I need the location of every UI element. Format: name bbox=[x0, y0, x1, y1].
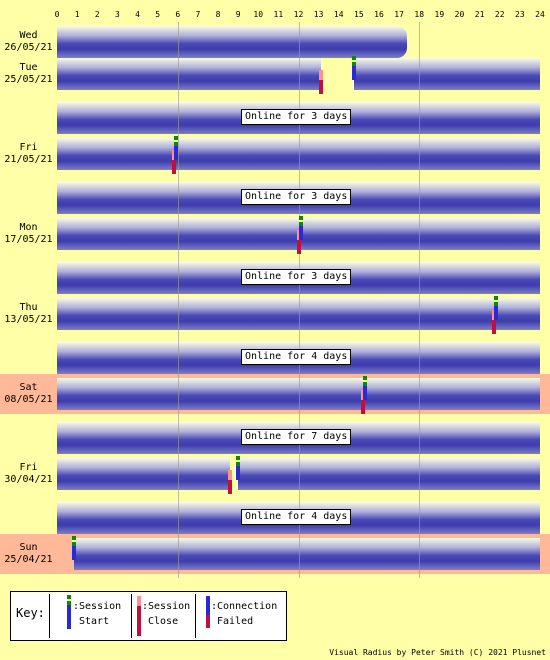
online-duration-label: Online for 3 days bbox=[241, 189, 352, 205]
hour-tick-23: 23 bbox=[515, 10, 525, 19]
day-name: Thu bbox=[19, 302, 38, 313]
gridline-18 bbox=[419, 22, 420, 578]
hour-axis: 0 1 2 3 4 5 6 7 8 9 10 11 12 13 14 15 16 17 18 19 20 21 22 23 24 bbox=[0, 0, 550, 22]
hour-tick-15: 15 bbox=[354, 10, 364, 19]
day-date: 08/05/21 bbox=[4, 394, 53, 405]
hour-tick-12: 12 bbox=[293, 10, 304, 19]
hour-tick-14: 14 bbox=[333, 10, 344, 19]
day-label: Mon 17/05/21 bbox=[0, 222, 57, 246]
key-session-start-l2: Start bbox=[79, 616, 110, 627]
hour-tick-20: 20 bbox=[454, 10, 465, 19]
hour-tick-1: 1 bbox=[74, 10, 80, 19]
session-bar bbox=[57, 218, 299, 250]
day-label: Tue 25/05/21 bbox=[0, 62, 57, 86]
hour-tick-5: 5 bbox=[155, 10, 161, 19]
day-label: Sun 25/04/21 bbox=[0, 542, 57, 566]
session-bar bbox=[57, 138, 174, 170]
hour-tick-17: 17 bbox=[394, 10, 404, 19]
hour-tick-2: 2 bbox=[94, 10, 100, 19]
hour-tick-10: 10 bbox=[253, 10, 264, 19]
key-session-start-l1: :Session bbox=[73, 601, 122, 612]
session-start-marker bbox=[298, 216, 303, 240]
online-duration-label: Online for 7 days bbox=[241, 429, 352, 445]
session-bar bbox=[495, 298, 540, 330]
hour-tick-11: 11 bbox=[273, 10, 284, 19]
day-name: Tue bbox=[19, 62, 38, 73]
session-start-marker bbox=[351, 56, 356, 80]
day-label: Fri 21/05/21 bbox=[0, 142, 57, 166]
session-close-marker bbox=[296, 230, 301, 254]
hour-tick-19: 19 bbox=[434, 10, 445, 19]
session-close-icon bbox=[137, 596, 141, 636]
session-bar bbox=[57, 26, 408, 58]
key-session-close-l2: Close bbox=[148, 616, 179, 627]
day-label: Sat 08/05/21 bbox=[0, 382, 57, 406]
day-date: 17/05/21 bbox=[4, 234, 53, 245]
day-label: Wed 26/05/21 bbox=[0, 30, 57, 54]
session-close-marker bbox=[171, 150, 176, 174]
session-start-icon bbox=[67, 595, 71, 629]
session-bar bbox=[74, 538, 540, 570]
day-name: Sun bbox=[19, 542, 38, 553]
key-conn-failed-l2: Failed bbox=[217, 616, 254, 627]
hour-tick-6: 6 bbox=[175, 10, 181, 19]
day-label: Fri 30/04/21 bbox=[0, 462, 57, 486]
session-close-marker bbox=[318, 70, 323, 94]
hour-tick-16: 16 bbox=[374, 10, 384, 19]
hour-tick-7: 7 bbox=[195, 10, 201, 19]
hour-tick-22: 22 bbox=[494, 10, 505, 19]
hour-tick-21: 21 bbox=[474, 10, 485, 19]
hour-tick-24: 24 bbox=[535, 10, 545, 19]
hour-tick-9: 9 bbox=[235, 10, 241, 19]
session-bar bbox=[175, 138, 540, 170]
session-start-marker bbox=[72, 536, 77, 560]
day-name: Wed bbox=[19, 30, 38, 41]
day-date: 30/04/21 bbox=[4, 474, 53, 485]
key-conn-failed-l1: :Connection bbox=[211, 601, 278, 612]
gridline-12 bbox=[299, 22, 300, 578]
day-date: 25/04/21 bbox=[4, 554, 53, 565]
online-duration-label: Online for 3 days bbox=[241, 269, 352, 285]
session-bar bbox=[57, 378, 363, 410]
session-start-marker bbox=[362, 376, 367, 400]
session-close-marker bbox=[360, 390, 365, 414]
day-date: 26/05/21 bbox=[4, 42, 53, 53]
gridline-6 bbox=[178, 22, 179, 578]
day-name: Fri bbox=[19, 142, 38, 153]
session-close-marker bbox=[228, 470, 233, 494]
session-bar bbox=[57, 58, 321, 90]
key-box: Key: :Session Start :Session Close :Conn… bbox=[10, 591, 287, 641]
online-duration-label: Online for 3 days bbox=[241, 109, 352, 125]
hour-tick-8: 8 bbox=[215, 10, 221, 19]
session-bar bbox=[353, 58, 540, 90]
footer-credit: Visual Radius by Peter Smith (C) 2021 Pl… bbox=[329, 648, 546, 657]
online-duration-label: Online for 4 days bbox=[241, 349, 352, 365]
session-bar bbox=[57, 298, 494, 330]
hour-tick-3: 3 bbox=[114, 10, 120, 19]
connection-failed-icon bbox=[206, 596, 210, 628]
session-bar bbox=[300, 218, 540, 250]
hour-tick-0: 0 bbox=[54, 10, 60, 19]
session-bar bbox=[238, 458, 540, 490]
hour-tick-18: 18 bbox=[414, 10, 425, 19]
session-bar bbox=[364, 378, 540, 410]
session-bar bbox=[57, 458, 231, 490]
online-duration-label: Online for 4 days bbox=[241, 509, 352, 525]
day-date: 21/05/21 bbox=[4, 154, 53, 165]
day-date: 25/05/21 bbox=[4, 74, 53, 85]
session-start-marker bbox=[173, 136, 178, 160]
day-name: Mon bbox=[19, 222, 38, 233]
day-label: Thu 13/05/21 bbox=[0, 302, 57, 326]
key-session-close-l1: :Session bbox=[142, 601, 191, 612]
day-date: 13/05/21 bbox=[4, 314, 53, 325]
hour-tick-4: 4 bbox=[135, 10, 140, 19]
day-name: Fri bbox=[19, 462, 38, 473]
hour-tick-13: 13 bbox=[313, 10, 324, 19]
session-start-marker bbox=[236, 456, 241, 480]
day-name: Sat bbox=[19, 382, 38, 393]
session-start-marker bbox=[493, 296, 498, 320]
session-close-marker bbox=[491, 310, 496, 334]
key-title: Key: bbox=[16, 606, 45, 620]
